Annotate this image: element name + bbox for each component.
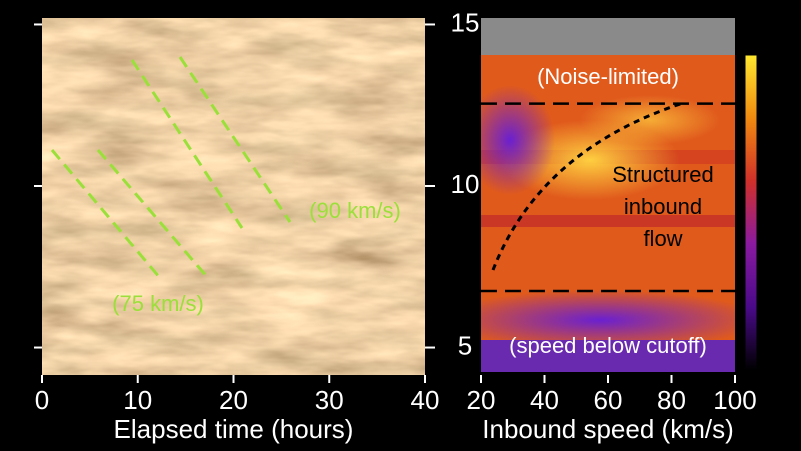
annotation: (speed below cutoff) [509, 333, 707, 358]
flow-label: inbound [624, 194, 702, 219]
x-tick-label: 20 [467, 385, 496, 415]
annotation: (90 km/s) [309, 198, 401, 223]
x-axis-label: Inbound speed (km/s) [482, 414, 733, 444]
colorbar-label: Normalized amplitude [764, 114, 789, 327]
y-tick-label: 15 [451, 7, 480, 37]
x-tick-label: 40 [530, 385, 559, 415]
flow-label: Structured [612, 162, 714, 187]
x-tick-label: 30 [315, 385, 344, 415]
flow-label: flow [643, 226, 682, 251]
x-axis-label: Elapsed time (hours) [114, 414, 354, 444]
x-tick-label: 0 [35, 385, 49, 415]
x-tick-label: 100 [713, 385, 756, 415]
colorbar [744, 54, 758, 371]
x-tick-label: 10 [123, 385, 152, 415]
x-tick-label: 60 [594, 385, 623, 415]
speed-guides [50, 56, 292, 279]
x-tick-label: 20 [219, 385, 248, 415]
annotation: (Noise-limited) [537, 64, 679, 89]
annotation: (75 km/s) [112, 291, 204, 316]
x-tick-label: 40 [411, 385, 440, 415]
heatmap-image [481, 18, 735, 372]
y-tick-label: 5 [458, 330, 472, 360]
y-tick-label: 10 [451, 169, 480, 199]
x-tick-label: 80 [657, 385, 686, 415]
time-distance-image [42, 18, 425, 375]
